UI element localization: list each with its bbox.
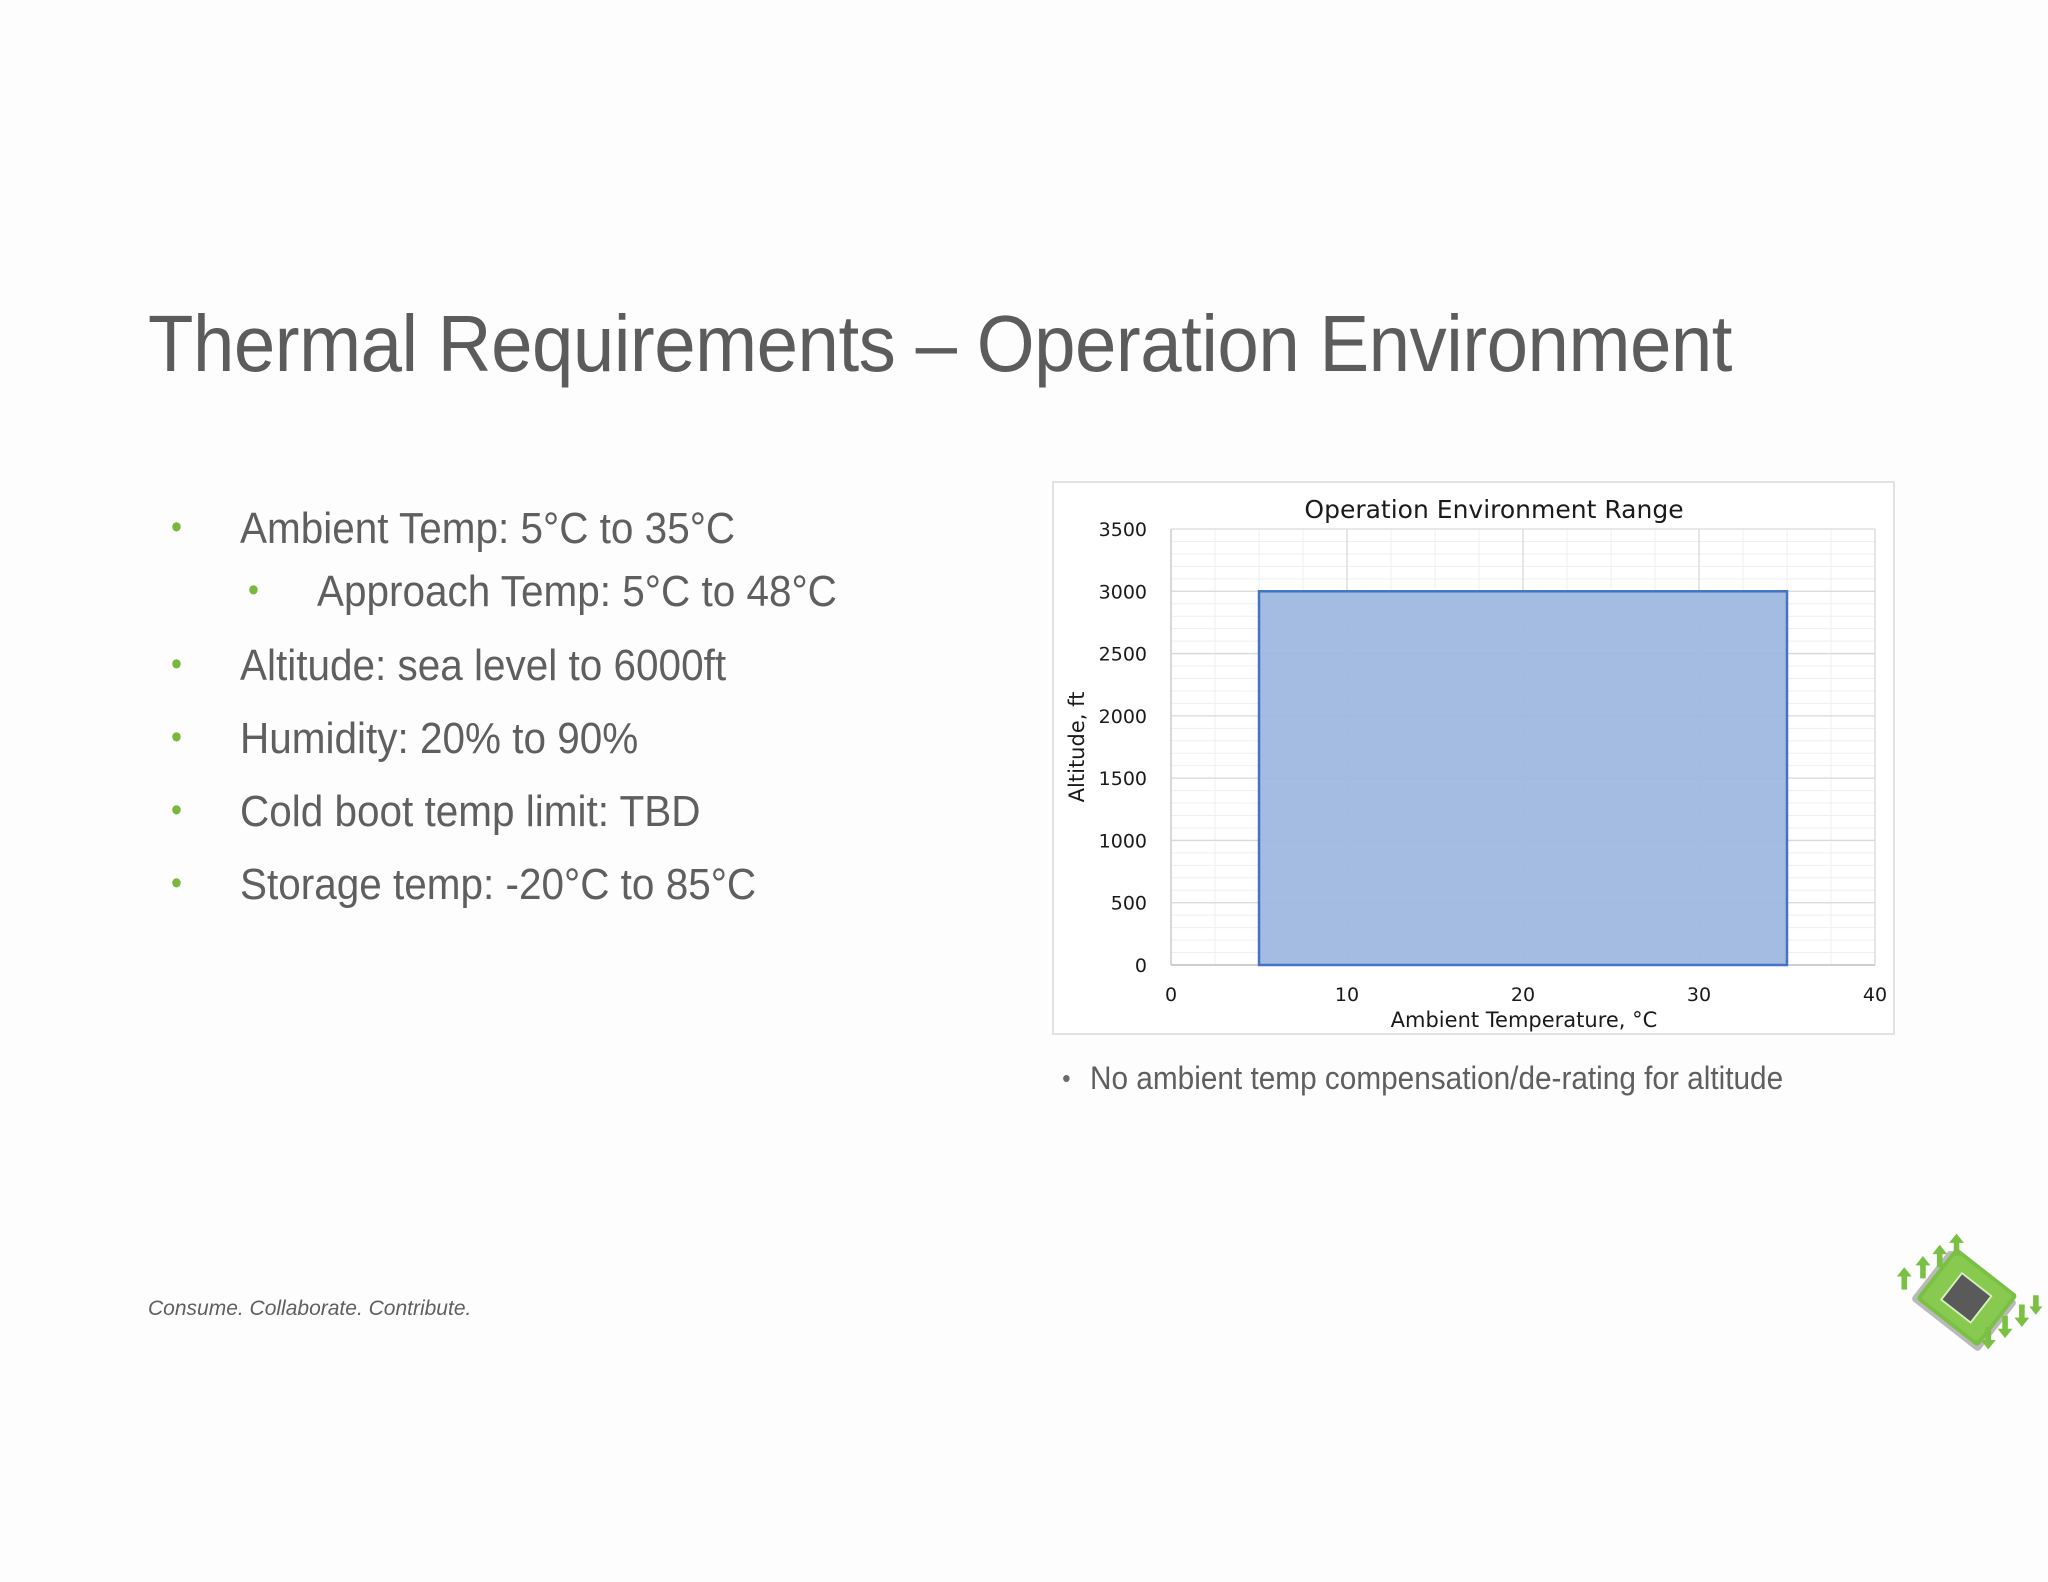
axis-tick-labels: 0 500 1000 1500 2000 2500 3000 3500 0 10 20 30 40: [1099, 519, 1887, 1006]
tick-label: 20: [1511, 984, 1535, 1006]
bullet-icon: •: [171, 791, 182, 829]
tick-label: 2000: [1099, 706, 1147, 728]
chip-airflow-icon: [1896, 1233, 2043, 1351]
tick-label: 30: [1687, 984, 1711, 1006]
tick-label: 0: [1165, 984, 1177, 1006]
operation-environment-chart: 0 500 1000 1500 2000 2500 3000 3500 0 10 20 30 40 Op…: [1065, 495, 1887, 1032]
tick-label: 3500: [1099, 519, 1147, 541]
bullet-icon: •: [248, 571, 259, 609]
bullet-item: • Altitude: sea level to 6000ft: [171, 639, 727, 693]
bullet-text: Humidity: 20% to 90%: [240, 714, 639, 763]
bullet-icon: •: [1062, 1063, 1071, 1093]
bullet-text: Altitude: sea level to 6000ft: [240, 641, 727, 690]
chart-title: Operation Environment Range: [1304, 495, 1683, 524]
bullet-item: • Ambient Temp: 5°C to 35°C: [171, 502, 736, 556]
bullet-icon: •: [171, 508, 182, 546]
x-axis-label: Ambient Temperature, °C: [1391, 1008, 1658, 1032]
tick-label: 1000: [1099, 830, 1147, 852]
tick-label: 500: [1111, 893, 1147, 915]
bullet-icon: •: [171, 645, 182, 683]
bullet-item: • Humidity: 20% to 90%: [171, 712, 639, 766]
tick-label: 1500: [1099, 768, 1147, 790]
bullet-text: Cold boot temp limit: TBD: [240, 787, 701, 836]
bullet-text: Storage temp: -20°C to 85°C: [240, 860, 757, 909]
bullet-item: • Storage temp: -20°C to 85°C: [171, 858, 757, 912]
slide-title: Thermal Requirements – Operation Environ…: [148, 299, 1733, 388]
tick-label: 2500: [1099, 644, 1147, 666]
tagline: Consume. Collaborate. Contribute.: [148, 1297, 472, 1320]
bullet-item: • Approach Temp: 5°C to 48°C: [248, 565, 837, 619]
bullet-text: Ambient Temp: 5°C to 35°C: [240, 504, 736, 553]
chart-note-text: No ambient temp compensation/de-rating f…: [1090, 1060, 1784, 1096]
tick-label: 3000: [1099, 581, 1147, 603]
tick-label: 40: [1863, 984, 1887, 1006]
tick-label: 0: [1135, 955, 1147, 977]
operating-range-box: [1257, 590, 1789, 967]
chart-frame: 0 500 1000 1500 2000 2500 3000 3500 0 10 20 30 40 Op…: [1052, 481, 1895, 1035]
tick-label: 10: [1335, 984, 1359, 1006]
bullet-text: Approach Temp: 5°C to 48°C: [317, 567, 837, 616]
chart-note: • No ambient temp compensation/de-rating…: [1062, 1058, 1784, 1098]
bullet-icon: •: [171, 718, 182, 756]
y-axis-label: Altitude, ft: [1065, 692, 1089, 803]
bullet-item: • Cold boot temp limit: TBD: [171, 785, 701, 839]
bullet-icon: •: [171, 864, 182, 902]
